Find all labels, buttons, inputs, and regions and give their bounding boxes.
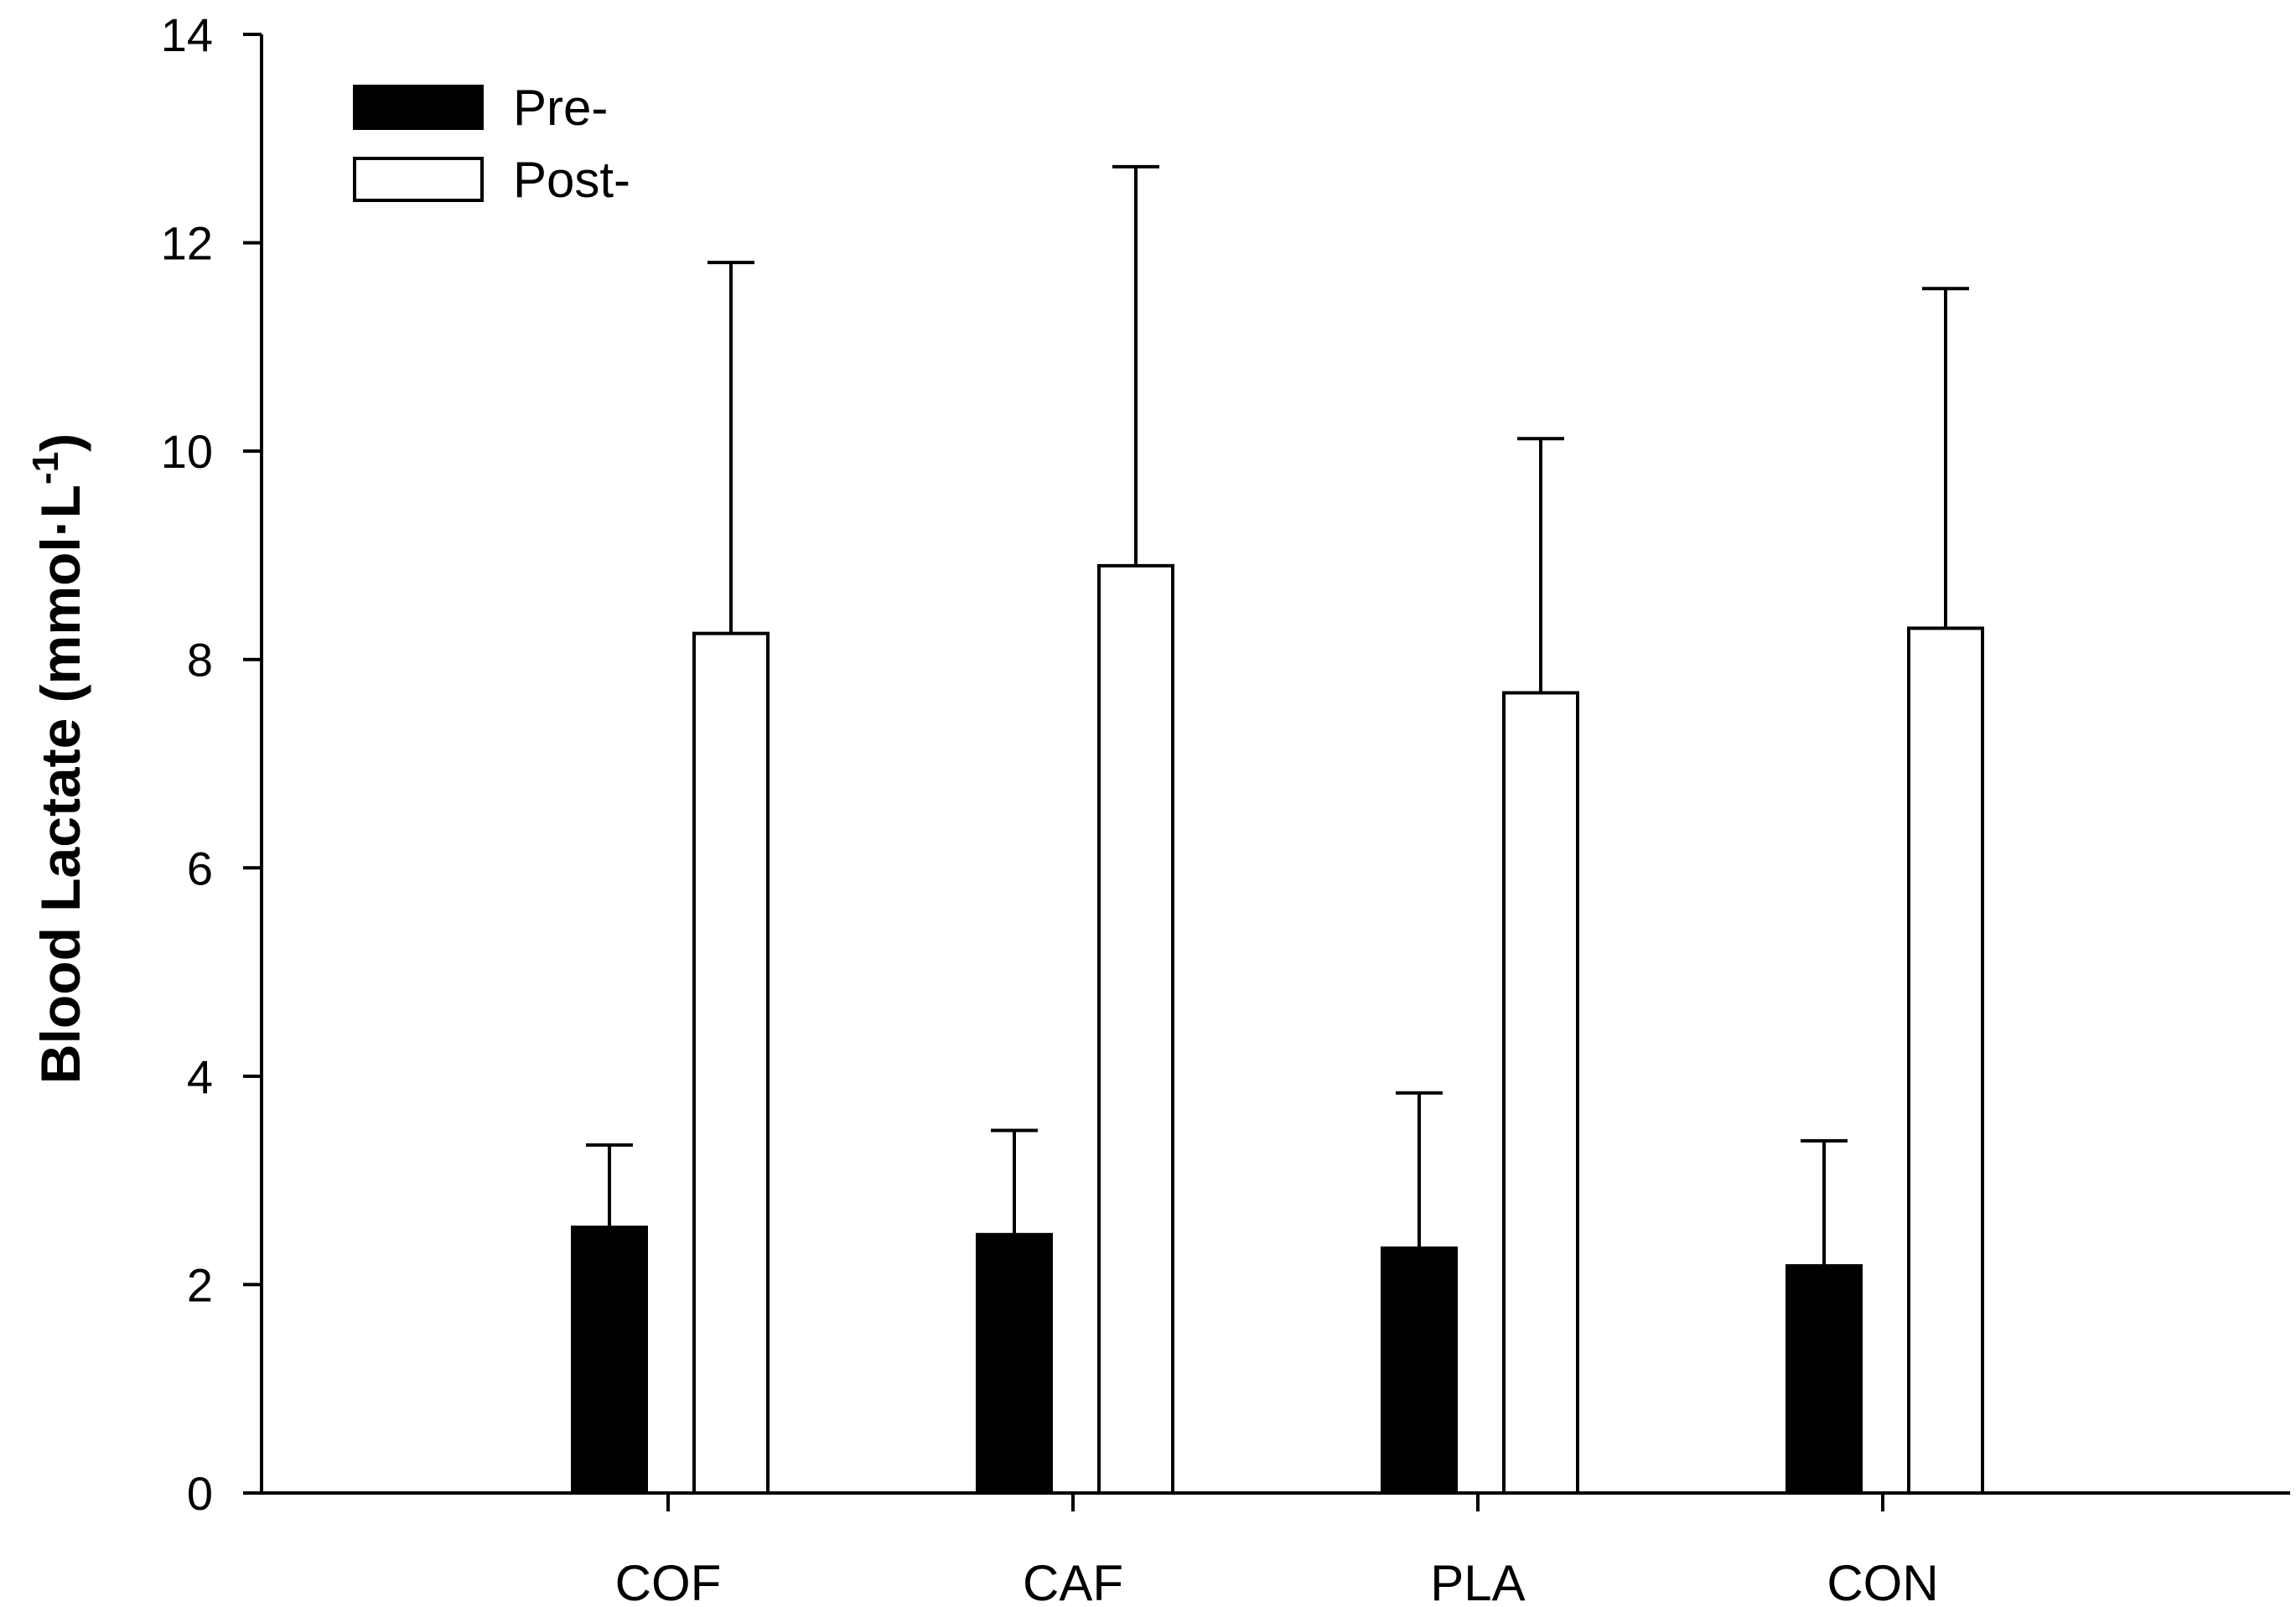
y-tick-label: 10 [161, 425, 213, 478]
y-tick-label: 0 [187, 1467, 213, 1520]
y-axis-title-superscript: -1 [25, 452, 66, 485]
y-tick-label: 6 [187, 842, 213, 894]
y-tick-label: 14 [161, 8, 213, 61]
y-tick-label: 2 [187, 1258, 213, 1311]
legend-swatch [353, 85, 484, 130]
bar-pre [1381, 1246, 1458, 1496]
y-tick-label: 8 [187, 634, 213, 687]
bar-pre [976, 1232, 1053, 1496]
x-tick-label: PLA [1430, 1555, 1525, 1607]
legend-group: Pre- Post- [353, 80, 630, 208]
bar-pre [1785, 1264, 1863, 1495]
y-axis-title: Blood Lactate (mmol·L-1) [25, 433, 91, 1084]
bars-group [571, 164, 1984, 1496]
legend-label: Post- [513, 152, 630, 208]
x-tick-label: COF [615, 1555, 722, 1607]
y-axis-title-main: Blood Lactate (mmol·L [29, 485, 91, 1084]
y-axis-title-group: Blood Lactate (mmol·L-1) [25, 433, 91, 1084]
x-tick-label: CON [1827, 1555, 1938, 1607]
x-tick-label: CAF [1023, 1555, 1123, 1607]
legend-label: Pre- [513, 80, 608, 136]
bar-post [692, 631, 770, 1496]
bar-post [1907, 626, 1984, 1495]
bar-pre [571, 1226, 648, 1495]
y-axis-title-close: ) [29, 433, 91, 452]
y-tick-label: 4 [187, 1050, 213, 1103]
y-tick-label: 12 [161, 217, 213, 270]
bar-post [1502, 691, 1579, 1495]
bar-post [1097, 563, 1174, 1495]
legend-swatch [353, 157, 484, 202]
